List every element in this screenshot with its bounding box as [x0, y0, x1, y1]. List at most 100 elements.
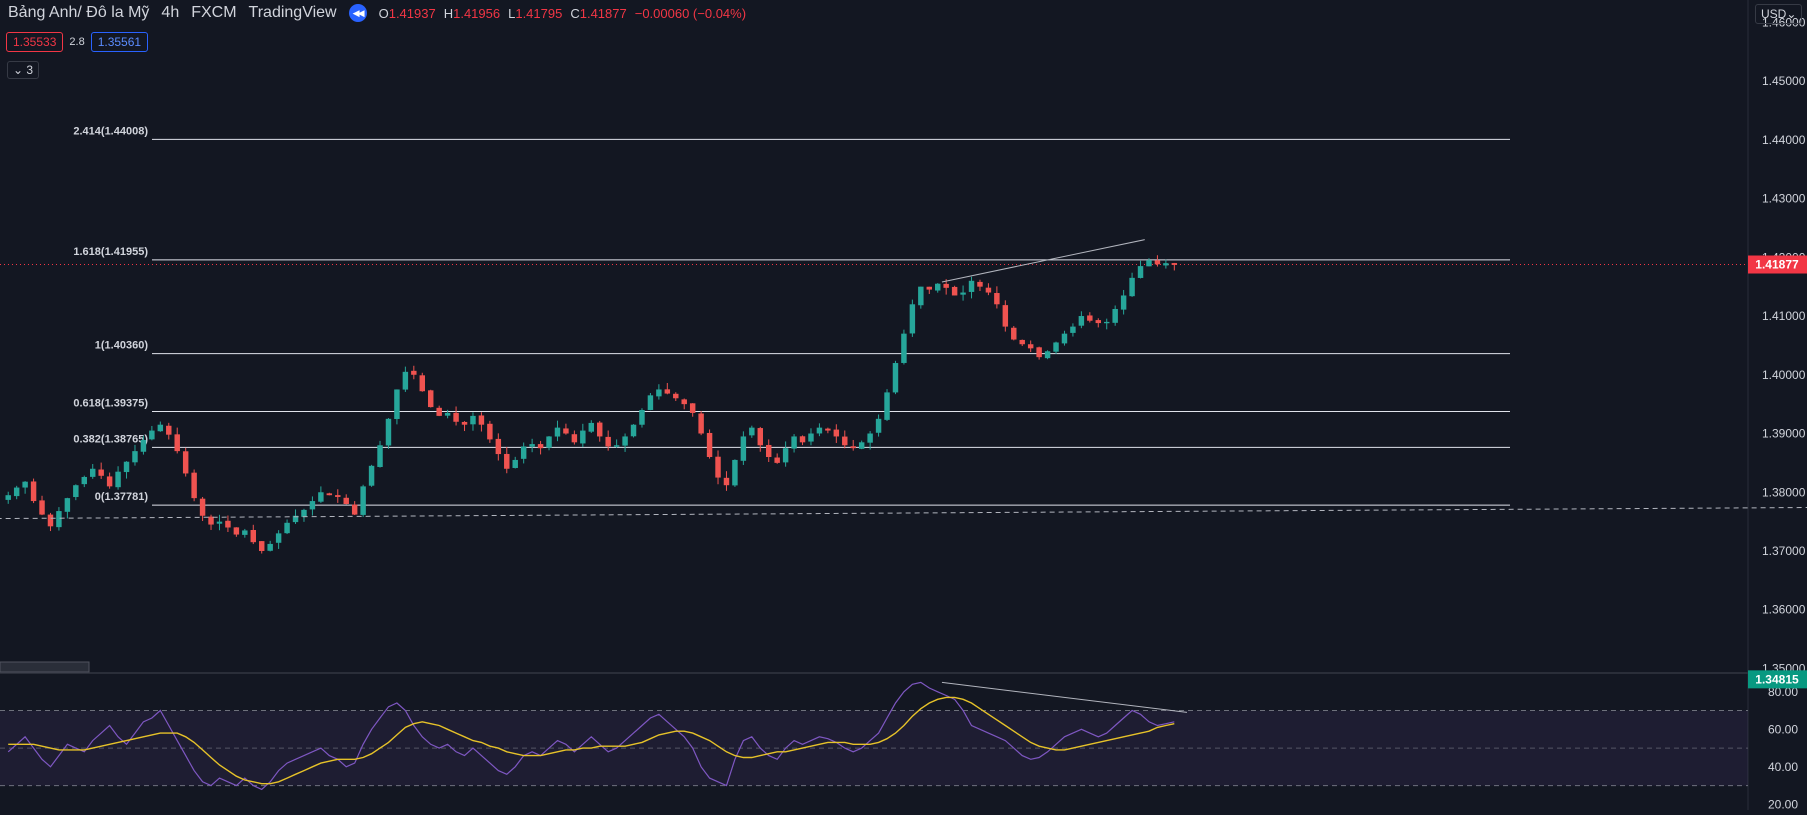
chevron-down-icon: ⌄ — [1786, 7, 1797, 21]
high-value: 1.41956 — [453, 5, 501, 21]
rsi-ma-line — [8, 696, 1175, 785]
low-label: L — [508, 5, 516, 21]
candle-body — [461, 421, 468, 425]
bid-price-tag — [1748, 670, 1807, 689]
candle-body — [520, 446, 527, 459]
candle-body — [571, 434, 578, 443]
candle-body — [816, 427, 823, 434]
candle-body — [5, 495, 11, 500]
candle-body — [1027, 344, 1034, 349]
candle-body — [580, 430, 586, 444]
price-axis-tick: 1.37000 — [1762, 544, 1806, 558]
candle-body — [182, 451, 189, 474]
candle-body — [444, 412, 451, 416]
spread-value: 2.8 — [69, 36, 85, 48]
candle-body — [351, 504, 358, 515]
rsi-axis-tick: 20.00 — [1768, 797, 1798, 810]
rsi-line — [7, 681, 1175, 791]
candle-body — [30, 481, 37, 502]
candle-body — [875, 418, 882, 433]
candle-body — [436, 407, 442, 416]
candle-body — [622, 436, 628, 446]
buy-button[interactable]: 1.35561 — [90, 32, 149, 52]
candle-body — [98, 469, 104, 476]
currency-button[interactable]: USD⌄ — [1755, 4, 1803, 24]
currency-label: USD — [1761, 7, 1787, 21]
candle-body — [1044, 351, 1051, 359]
candle-body — [1129, 277, 1135, 297]
current-price-label: 1.41877 — [1755, 258, 1799, 272]
symbol-header: Bảng Anh/ Đô la Mỹ 4h FXCM TradingView ◀… — [8, 4, 746, 22]
candle-body — [639, 410, 645, 425]
upper-trendline — [941, 239, 1145, 283]
candle-body — [1011, 327, 1017, 340]
candle-body — [799, 436, 806, 443]
candle-body — [225, 520, 231, 528]
close-value: 1.41877 — [579, 5, 627, 21]
sell-button[interactable]: 1.35533 — [6, 32, 64, 52]
candle-body — [664, 389, 671, 394]
chevron-down-icon: ⌄ — [13, 63, 24, 77]
candle-body — [1053, 342, 1059, 352]
candle-body — [951, 286, 958, 296]
candle-body — [216, 521, 223, 524]
price-axis-tick: 1.44000 — [1762, 133, 1806, 147]
source-label: TradingView — [248, 4, 337, 21]
fib-level-label: 2.414(1.44008) — [73, 125, 148, 137]
candle-body — [791, 436, 797, 449]
candle-body — [1087, 315, 1093, 321]
candle-body — [208, 516, 214, 525]
candle-body — [259, 541, 265, 551]
candle-body — [554, 427, 561, 437]
candle-body — [428, 390, 434, 408]
candle-body — [1078, 316, 1085, 326]
candle-body — [284, 522, 290, 534]
interval-label[interactable]: 4h — [161, 4, 180, 21]
rewind-icon[interactable]: ◀◀ — [348, 4, 367, 22]
candle-body — [1120, 295, 1127, 310]
candle-body — [267, 543, 273, 551]
candle-body — [774, 457, 780, 463]
price-axis-tick: 1.38000 — [1762, 485, 1806, 499]
current-price-tag — [1748, 255, 1807, 274]
candle-body — [64, 498, 71, 512]
candle-body — [740, 436, 747, 461]
candle-body — [368, 465, 375, 486]
symbol-name[interactable]: Bảng Anh/ Đô la Mỹ — [8, 4, 150, 21]
candle-body — [529, 444, 535, 447]
fib-level-label: 1.618(1.41955) — [73, 246, 148, 258]
candle-body — [960, 292, 966, 295]
candle-body — [123, 461, 130, 473]
candle-body — [335, 495, 341, 497]
candle-body — [546, 436, 552, 448]
candle-body — [191, 472, 197, 499]
candle-body — [1002, 305, 1009, 327]
price-axis-tick: 1.43000 — [1762, 192, 1806, 206]
candle-body — [681, 399, 687, 405]
candle-body — [22, 481, 28, 488]
candle-body — [326, 493, 333, 496]
trade-panel: 1.35533 2.8 1.35561 — [6, 32, 149, 52]
low-value: 1.41795 — [515, 5, 563, 21]
dashed-trendline — [0, 507, 1807, 520]
candle-body — [1137, 266, 1144, 278]
candle-body — [411, 370, 417, 375]
open-value: 1.41937 — [388, 5, 436, 21]
indicators-collapse-button[interactable]: ⌄ 3 — [7, 61, 40, 79]
candle-body — [13, 487, 20, 497]
candle-body — [706, 432, 713, 458]
candle-body — [292, 515, 299, 523]
change-value: −0.00060 (−0.04%) — [634, 5, 747, 21]
price-axis-tick: 1.39000 — [1762, 427, 1806, 441]
candle-body — [968, 280, 975, 292]
candle-body — [1070, 326, 1076, 333]
candle-body — [715, 456, 721, 478]
exchange-label: FXCM — [191, 4, 237, 21]
candle-body — [495, 438, 502, 455]
candle-body — [115, 471, 121, 488]
fib-level-label: 1(1.40360) — [95, 340, 149, 352]
candle-body — [943, 283, 949, 288]
close-label: C — [570, 5, 580, 21]
